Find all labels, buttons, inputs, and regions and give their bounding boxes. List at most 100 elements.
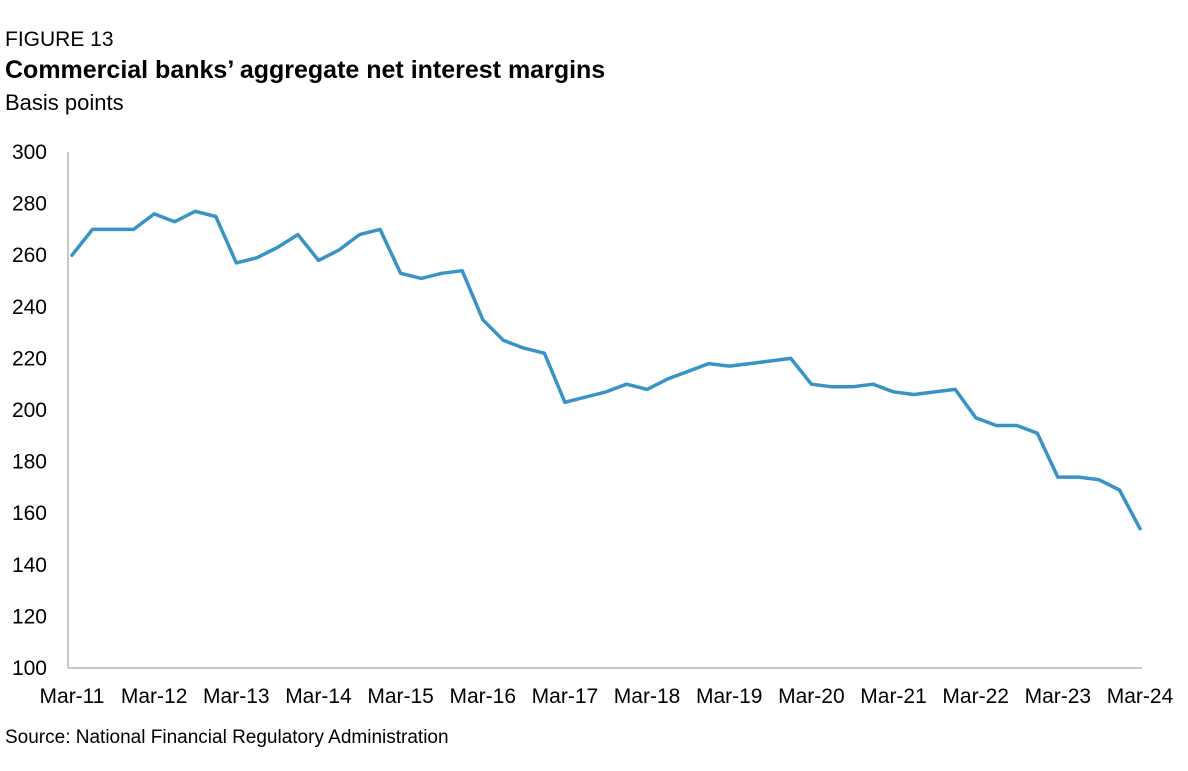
y-tick: 220 xyxy=(12,347,47,370)
data-point xyxy=(707,362,711,366)
data-point xyxy=(132,227,136,231)
data-point xyxy=(686,369,690,373)
data-point xyxy=(933,390,937,394)
data-point xyxy=(91,227,95,231)
x-tick: Mar-18 xyxy=(614,685,681,708)
y-tick: 180 xyxy=(12,451,47,474)
x-tick-label: Mar-20 xyxy=(778,685,845,708)
x-tick-label: Mar-13 xyxy=(203,685,270,708)
source-note: Source: National Financial Regulatory Ad… xyxy=(5,727,449,748)
data-point xyxy=(378,227,382,231)
data-point xyxy=(1117,488,1121,492)
data-point xyxy=(193,209,197,213)
data-point xyxy=(173,220,177,224)
data-point xyxy=(152,212,156,216)
data-point xyxy=(830,385,834,389)
y-tick: 300 xyxy=(12,141,47,164)
x-tick: Mar-11 xyxy=(40,685,105,708)
figure-label: FIGURE 13 xyxy=(5,28,114,51)
data-point xyxy=(296,233,300,237)
data-point xyxy=(953,387,957,391)
data-point xyxy=(1056,475,1060,479)
data-point xyxy=(275,245,279,249)
data-point xyxy=(768,359,772,363)
x-tick: Mar-20 xyxy=(778,685,845,708)
data-point xyxy=(850,385,854,389)
y-tick-label: 220 xyxy=(12,347,47,370)
x-tick-label: Mar-12 xyxy=(121,685,188,708)
series-line xyxy=(70,209,1142,531)
x-tick: Mar-14 xyxy=(285,685,352,708)
data-point xyxy=(892,390,896,394)
y-tick-label: 180 xyxy=(12,451,47,474)
x-tick-label: Mar-19 xyxy=(696,685,763,708)
data-point xyxy=(563,400,567,404)
x-tick: Mar-19 xyxy=(696,685,763,708)
x-tick: Mar-22 xyxy=(942,685,1009,708)
data-point xyxy=(645,387,649,391)
x-tick: Mar-21 xyxy=(860,685,927,708)
data-point xyxy=(1097,478,1101,482)
data-point xyxy=(440,271,444,275)
data-point xyxy=(358,233,362,237)
data-point xyxy=(1035,431,1039,435)
data-point xyxy=(481,318,485,322)
data-point xyxy=(255,256,259,260)
data-point xyxy=(419,276,423,280)
y-tick-label: 100 xyxy=(12,657,47,680)
x-tick-label: Mar-22 xyxy=(942,685,1009,708)
x-tick-label: Mar-18 xyxy=(614,685,681,708)
data-point xyxy=(542,351,546,355)
y-tick: 160 xyxy=(12,502,47,525)
series-group xyxy=(70,209,1142,531)
data-point xyxy=(748,362,752,366)
data-point xyxy=(871,382,875,386)
data-point xyxy=(337,248,341,252)
y-tick: 280 xyxy=(12,193,47,216)
data-point xyxy=(111,227,115,231)
data-point xyxy=(727,364,731,368)
data-point xyxy=(666,377,670,381)
y-tick: 120 xyxy=(12,605,47,628)
y-tick-label: 240 xyxy=(12,296,47,319)
y-tick: 200 xyxy=(12,399,47,422)
data-point xyxy=(316,258,320,262)
data-point xyxy=(460,269,464,273)
data-point xyxy=(214,215,218,219)
data-point xyxy=(522,346,526,350)
x-axis: Mar-11 Mar-12 Mar-13 Mar-14 Mar-15 Mar-16 Mar-… xyxy=(40,667,1174,708)
x-tick: Mar-15 xyxy=(367,685,434,708)
y-axis: 100 120 140 160 180 200 220 240 260 280 300 xyxy=(12,141,69,680)
y-tick-label: 160 xyxy=(12,502,47,525)
data-point xyxy=(974,416,978,420)
data-point xyxy=(625,382,629,386)
data-point xyxy=(501,338,505,342)
y-tick-label: 260 xyxy=(12,244,47,267)
x-tick: Mar-13 xyxy=(203,685,270,708)
data-point xyxy=(1015,423,1019,427)
chart-title: Commercial banks’ aggregate net interest… xyxy=(5,56,606,84)
data-point xyxy=(1076,475,1080,479)
x-tick: Mar-17 xyxy=(532,685,599,708)
chart-subtitle: Basis points xyxy=(5,90,124,115)
x-tick-label: Mar-15 xyxy=(367,685,434,708)
data-point xyxy=(234,261,238,265)
x-tick: Mar-23 xyxy=(1025,685,1092,708)
x-tick: Mar-16 xyxy=(450,685,517,708)
x-tick: Mar-12 xyxy=(121,685,188,708)
y-tick-label: 140 xyxy=(12,554,47,577)
x-tick-label: Mar-11 xyxy=(40,685,105,708)
y-tick-label: 300 xyxy=(12,141,47,164)
y-tick-label: 200 xyxy=(12,399,47,422)
x-tick-label: Mar-21 xyxy=(860,685,927,708)
x-tick-label: Mar-23 xyxy=(1025,685,1092,708)
data-point xyxy=(994,423,998,427)
data-point xyxy=(399,271,403,275)
x-tick-label: Mar-14 xyxy=(285,685,352,708)
data-point xyxy=(583,395,587,399)
y-tick: 240 xyxy=(12,296,47,319)
x-tick-label: Mar-17 xyxy=(532,685,599,708)
data-point xyxy=(70,253,74,257)
y-tick-label: 280 xyxy=(12,193,47,216)
